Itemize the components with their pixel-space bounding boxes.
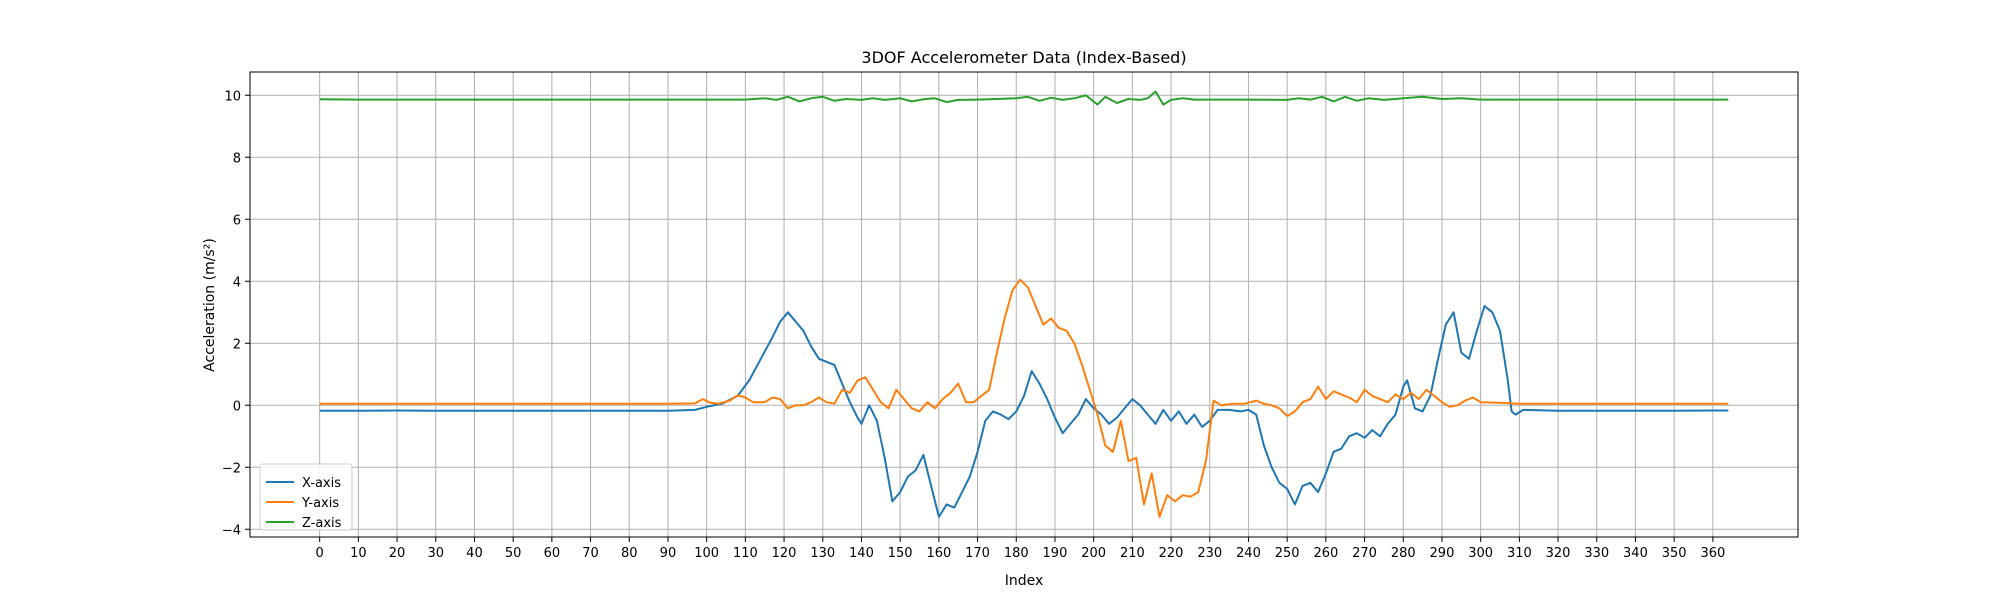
x-tick-label: 80: [621, 546, 638, 561]
x-tick-label: 110: [733, 546, 758, 561]
chart-title: 3DOF Accelerometer Data (Index-Based): [861, 48, 1186, 67]
x-tick-label: 200: [1081, 546, 1106, 561]
x-tick-label: 70: [582, 546, 599, 561]
x-tick-label: 240: [1236, 546, 1261, 561]
series-lines: [319, 90, 1729, 518]
x-tick-label: 270: [1352, 546, 1377, 561]
x-tick-label: 140: [849, 546, 874, 561]
y-tick-label: 2: [233, 337, 241, 352]
x-tick-label: 120: [772, 546, 797, 561]
x-tick-label: 100: [694, 546, 719, 561]
x-tick-label: 90: [660, 546, 677, 561]
x-tick-label: 210: [1120, 546, 1145, 561]
x-tick-label: 220: [1159, 546, 1184, 561]
x-tick-label: 20: [389, 546, 406, 561]
x-tick-label: 130: [810, 546, 835, 561]
y-tick-label: 10: [224, 89, 241, 104]
legend-label-y-axis: Y-axis: [301, 496, 339, 511]
x-tick-label: 10: [350, 546, 367, 561]
legend: X-axis Y-axis Z-axis: [259, 463, 353, 531]
y-tick-label: 4: [233, 275, 241, 290]
series-line-y-axis: [319, 278, 1729, 518]
x-tick-label: 30: [427, 546, 444, 561]
y-tick-label: 6: [233, 213, 241, 228]
x-tick-label: 360: [1700, 546, 1725, 561]
x-tick-label: 0: [316, 546, 324, 561]
series-line-z-axis: [319, 90, 1729, 106]
x-tick-label: 290: [1430, 546, 1455, 561]
legend-label-z-axis: Z-axis: [302, 516, 342, 531]
x-tick-label: 330: [1584, 546, 1609, 561]
x-tick-label: 320: [1546, 546, 1571, 561]
series-line-x-axis: [319, 305, 1729, 518]
plot-frame: [249, 71, 1799, 538]
x-tick-label: 280: [1391, 546, 1416, 561]
y-tick-label: 0: [233, 399, 241, 414]
x-tick-label: 160: [926, 546, 951, 561]
x-tick-label: 310: [1507, 546, 1532, 561]
x-tick-label: 50: [505, 546, 522, 561]
x-tick-label: 190: [1043, 546, 1068, 561]
x-tick-label: 300: [1468, 546, 1493, 561]
y-axis-ticks: −4 −2 0 2 4 6 8 10: [222, 89, 250, 538]
y-tick-label: 8: [233, 151, 241, 166]
x-tick-label: 350: [1662, 546, 1687, 561]
x-tick-label: 40: [466, 546, 483, 561]
legend-label-x-axis: X-axis: [302, 476, 341, 491]
x-tick-label: 340: [1623, 546, 1648, 561]
grid-lines: [250, 72, 1798, 537]
x-tick-label: 180: [1004, 546, 1029, 561]
x-axis-label: Index: [1005, 573, 1044, 589]
x-tick-label: 260: [1313, 546, 1338, 561]
x-tick-label: 230: [1197, 546, 1222, 561]
x-tick-label: 60: [544, 546, 561, 561]
x-axis-ticks: 0 10 20 30 40 50 60 70 80 90 100 110 120 130 140 150 160…: [316, 537, 1725, 561]
legend-box: [259, 463, 353, 531]
x-tick-label: 250: [1275, 546, 1300, 561]
y-tick-label: −4: [222, 523, 241, 538]
x-tick-label: 150: [888, 546, 913, 561]
y-axis-label: Acceleration (m/s²): [202, 238, 218, 372]
x-tick-label: 170: [965, 546, 990, 561]
legend-items: X-axis Y-axis Z-axis: [266, 476, 342, 531]
y-tick-label: −2: [222, 461, 241, 476]
